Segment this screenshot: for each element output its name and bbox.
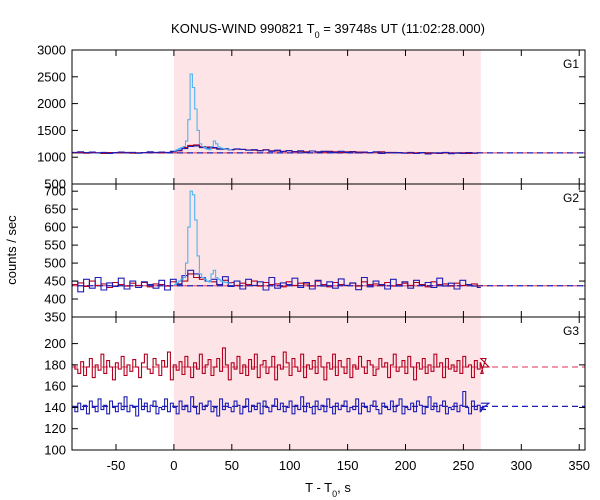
x-tick-label: -50: [107, 458, 126, 473]
y-tick-label: 140: [44, 400, 66, 415]
chart-title-rest: = 39748s UT (11:02:28.000): [320, 21, 485, 36]
series-blue-g2: [72, 269, 481, 293]
y-tick-label: 700: [44, 184, 66, 199]
y-tick-label: 1500: [37, 123, 66, 138]
panel-label: G2: [563, 191, 579, 205]
y-axis-title: counts / sec: [4, 215, 19, 285]
x-tick-label: 100: [279, 458, 301, 473]
y-tick-label: 400: [44, 292, 66, 307]
y-tick-label: 650: [44, 202, 66, 217]
series-red-g3: [72, 347, 491, 381]
y-tick-label: 450: [44, 274, 66, 289]
x-axis-title-subscript: 0: [332, 489, 337, 499]
x-tick-label: 350: [568, 458, 590, 473]
x-tick-label: 150: [337, 458, 359, 473]
chart-title-subscript: 0: [315, 30, 320, 40]
y-tick-label: 120: [44, 421, 66, 436]
shaded-interval: [173, 50, 481, 184]
shaded-interval: [173, 184, 481, 317]
x-axis-title-rest: , s: [337, 480, 351, 495]
shaded-interval: [173, 317, 481, 450]
y-tick-label: 600: [44, 220, 66, 235]
y-tick-label: 100: [44, 443, 66, 458]
y-tick-label: 500: [44, 177, 66, 192]
y-tick-label: 160: [44, 379, 66, 394]
x-tick-label: 300: [510, 458, 532, 473]
y-tick-label: 1000: [37, 150, 66, 165]
panel-g3: 100 120 140 160 180 200 G3: [44, 316, 586, 458]
y-tick-label: 3000: [37, 43, 66, 58]
panel-label: G1: [563, 57, 579, 71]
y-tick-label: 350: [44, 310, 66, 325]
x-axis-title-main: T - T: [305, 480, 332, 495]
y-tick-label: 500: [44, 256, 66, 271]
y-tick-label: 550: [44, 238, 66, 253]
chart-title: KONUS-WIND 990821 T0 = 39748s UT (11:02:…: [171, 21, 485, 40]
y-tick-label: 200: [44, 336, 66, 351]
series-blue-g1: [72, 145, 481, 155]
x-tick-label: 0: [170, 458, 177, 473]
panel-g2: 350 400 450 500 550 600 650 700 G2: [44, 183, 586, 325]
panel-label: G3: [563, 324, 579, 338]
x-axis-title: T - T0, s: [305, 480, 351, 499]
y-tick-label: 180: [44, 357, 66, 372]
series-cyan-g2: [173, 190, 232, 286]
x-tick-label: 50: [225, 458, 239, 473]
y-tick-label: 2000: [37, 96, 66, 111]
x-tick-label: 200: [395, 458, 417, 473]
plot-layer: 50010001500200025003000G1350400450500550…: [37, 43, 590, 474]
panel-frame: [71, 316, 586, 451]
series-blue-g3: [72, 390, 491, 417]
x-tick-label: 250: [453, 458, 475, 473]
series-cyan-g1: [173, 73, 232, 152]
y-tick-label: 2500: [37, 69, 66, 84]
panel-g1: 500 1000 1500 2000 2500 3000 G1: [37, 43, 586, 192]
chart-title-main: KONUS-WIND 990821 T: [171, 21, 315, 36]
